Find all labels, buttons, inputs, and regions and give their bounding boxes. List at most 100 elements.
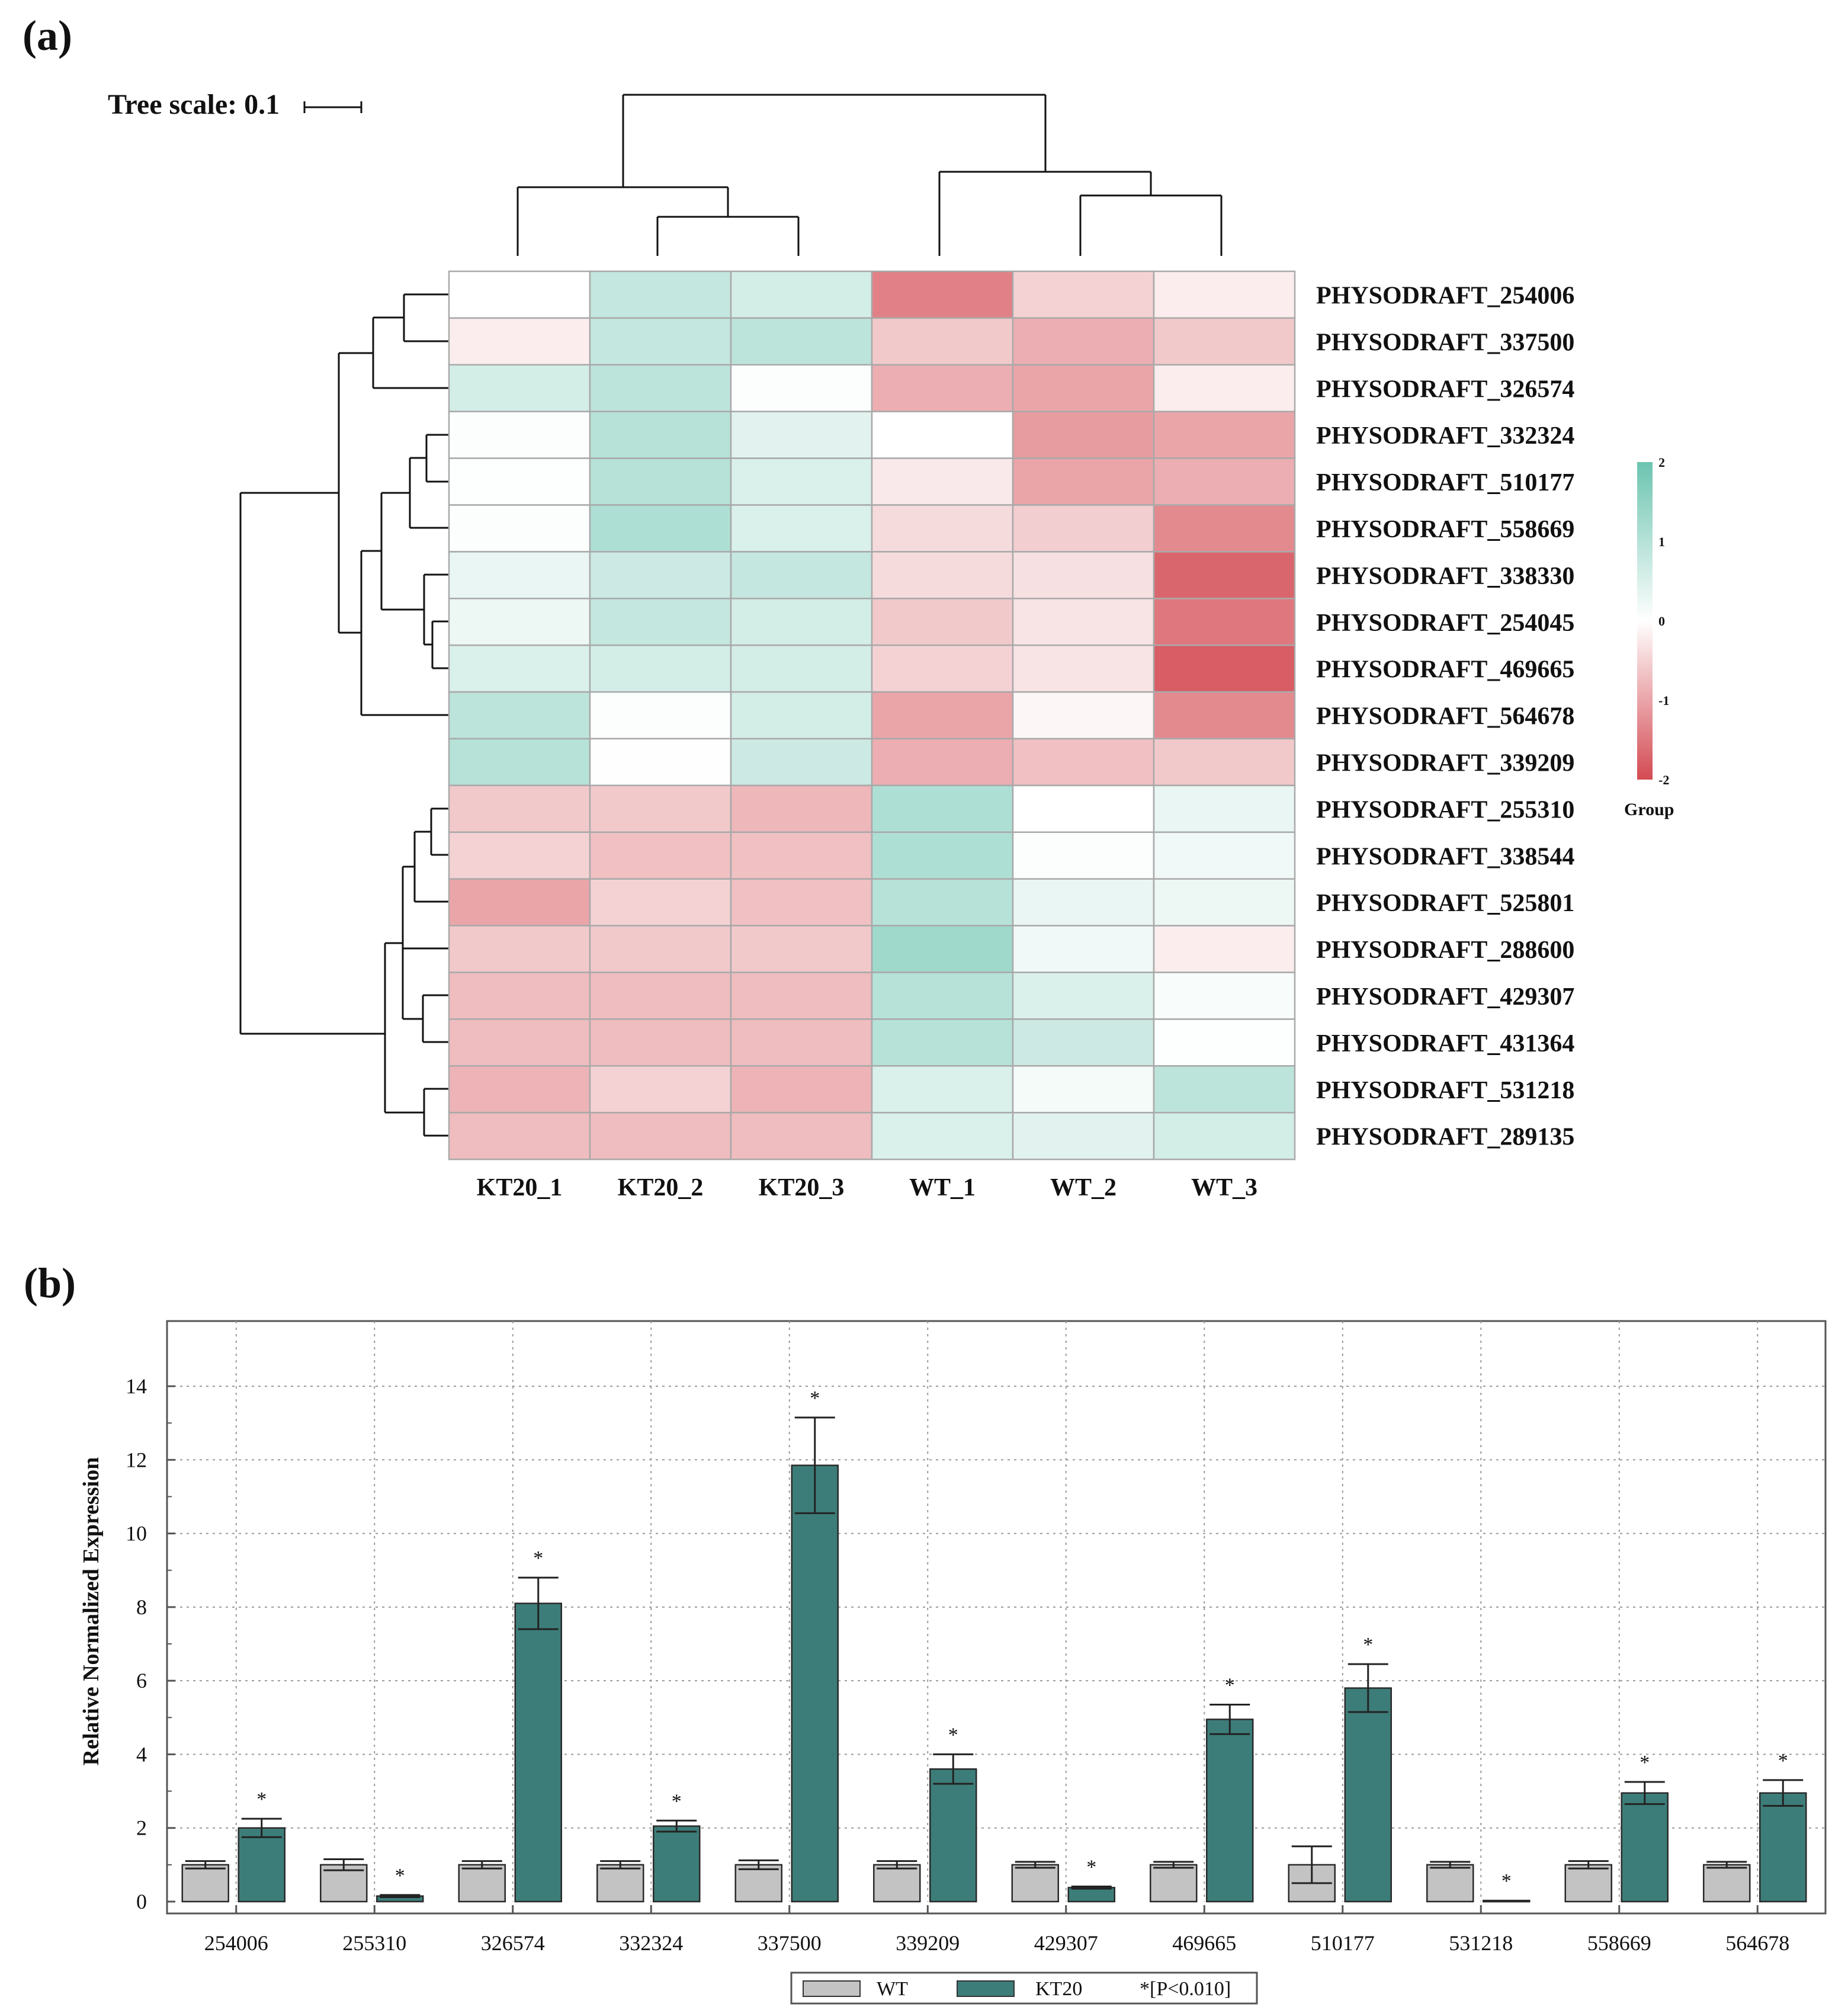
heatmap-cell: [1012, 1018, 1155, 1067]
significance-star: *: [1502, 1870, 1512, 1892]
heatmap-cell: [730, 317, 873, 366]
heatmap-cell: [1012, 925, 1155, 973]
legend-kt20-label: KT20: [1035, 1978, 1082, 2000]
y-tick-label: 6: [136, 1669, 147, 1692]
heatmap-cell: [589, 1065, 732, 1114]
color-scale-tick: -1: [1658, 693, 1669, 708]
heatmap-cell: [589, 411, 732, 459]
bar-kt20: [791, 1464, 839, 1903]
bar-wt: [1703, 1864, 1751, 1903]
color-scale-tick: -2: [1658, 772, 1669, 787]
heatmap-cell: [1153, 784, 1296, 834]
x-axis: 254006 255310 326574 332324 337500 339209 4293…: [204, 1905, 1789, 1955]
heatmap-cell: [448, 364, 591, 412]
sample-label: WT_1: [909, 1174, 976, 1201]
heatmap-cell: [871, 598, 1014, 646]
heatmap-cell: [730, 972, 873, 1020]
y-tick-label: 0: [136, 1890, 147, 1913]
bar-kt20: [1344, 1687, 1392, 1903]
legend-wt-label: WT: [877, 1978, 908, 2000]
heatmap-cell: [589, 972, 732, 1020]
heatmap-cell: [448, 317, 591, 366]
color-scale-tick: 2: [1658, 455, 1665, 470]
gene-label: PHYSODRAFT_326574: [1316, 376, 1574, 403]
heatmap: [448, 270, 1296, 1161]
heatmap-cell: [1153, 925, 1296, 973]
gene-label: PHYSODRAFT_337500: [1316, 329, 1574, 356]
heatmap-cell: [1153, 317, 1296, 366]
heatmap-cell: [730, 364, 873, 412]
heatmap-cell: [448, 738, 591, 787]
heatmap-cell: [1153, 457, 1296, 506]
heatmap-cell: [871, 1018, 1014, 1067]
gene-label: PHYSODRAFT_510177: [1316, 469, 1574, 496]
y-axis: 0 2 4 6 8 10 12 14: [126, 1374, 175, 1913]
heatmap-cell: [871, 644, 1014, 693]
gene-labels: PHYSODRAFT_254006 PHYSODRAFT_337500 PHYSOD…: [1316, 282, 1574, 1150]
significance-star: *: [672, 1790, 682, 1812]
heatmap-cell: [730, 270, 873, 319]
gene-label: PHYSODRAFT_254006: [1316, 282, 1574, 309]
heatmap-cell: [448, 972, 591, 1020]
panel-b-label: (b): [24, 1259, 76, 1307]
x-tick-label: 531218: [1449, 1931, 1513, 1955]
heatmap-cell: [1012, 738, 1155, 787]
bar-kt20: [514, 1602, 562, 1903]
tree-scale-label: Tree scale: 0.1: [108, 89, 280, 120]
y-tick-label: 14: [126, 1374, 147, 1398]
heatmap-cell: [871, 738, 1014, 787]
gene-label: PHYSODRAFT_254045: [1316, 610, 1574, 637]
color-scale-bar: [1637, 462, 1653, 780]
gene-label: PHYSODRAFT_531218: [1316, 1077, 1574, 1104]
x-tick-label: 337500: [758, 1931, 822, 1955]
significance-star: *: [256, 1788, 267, 1810]
gene-label: PHYSODRAFT_338544: [1316, 843, 1574, 870]
heatmap-cell: [1153, 551, 1296, 600]
bar-wt: [1150, 1864, 1198, 1903]
significance-star: *: [948, 1724, 958, 1746]
heatmap-cell: [871, 457, 1014, 506]
heatmap-cell: [730, 878, 873, 927]
x-tick-label: 326574: [481, 1931, 545, 1955]
significance-star: *: [1363, 1634, 1373, 1656]
bar-kt20: [929, 1768, 977, 1903]
heatmap-cell: [871, 925, 1014, 973]
gene-label: PHYSODRAFT_339209: [1316, 749, 1574, 777]
x-tick-label: 469665: [1172, 1931, 1236, 1955]
tree-scale-bar: [303, 101, 362, 113]
y-tick-label: 8: [136, 1595, 147, 1619]
legend-significance-label: *[P<0.010]: [1140, 1978, 1231, 2000]
heatmap-cell: [1012, 972, 1155, 1020]
heatmap-cell: [1012, 457, 1155, 506]
heatmap-cell: [1012, 598, 1155, 646]
heatmap-cell: [1153, 644, 1296, 693]
heatmap-cell: [1153, 1111, 1296, 1161]
heatmap-cell: [1012, 831, 1155, 880]
y-axis-title: Relative Normalized Expression: [79, 1457, 104, 1766]
heatmap-cell: [1012, 1065, 1155, 1114]
heatmap-cell: [730, 831, 873, 880]
bar-kt20: [1483, 1899, 1531, 1903]
x-tick-label: 254006: [204, 1931, 268, 1955]
significance-star: *: [1086, 1857, 1096, 1878]
heatmap-cell: [730, 411, 873, 459]
x-tick-label: 332324: [619, 1931, 683, 1955]
row-dendrogram: [239, 293, 449, 1137]
gene-label: PHYSODRAFT_469665: [1316, 656, 1574, 684]
bar-kt20: [1206, 1719, 1254, 1903]
x-tick-label: 429307: [1034, 1931, 1098, 1955]
heatmap-cell: [1153, 411, 1296, 459]
x-tick-label: 339209: [896, 1931, 960, 1955]
gene-label: PHYSODRAFT_564678: [1316, 703, 1574, 730]
x-tick-label: 558669: [1587, 1931, 1651, 1955]
bar-wt: [1426, 1864, 1474, 1903]
heatmap-cell: [1153, 1065, 1296, 1114]
gene-label: PHYSODRAFT_255310: [1316, 796, 1574, 823]
bar-kt20: [1621, 1792, 1669, 1903]
significance-star: *: [1225, 1675, 1235, 1697]
heatmap-cell: [1153, 831, 1296, 880]
heatmap-cell: [730, 504, 873, 553]
heatmap-cell: [448, 878, 591, 927]
x-tick-label: 255310: [342, 1931, 406, 1955]
gene-label: PHYSODRAFT_332324: [1316, 422, 1574, 450]
